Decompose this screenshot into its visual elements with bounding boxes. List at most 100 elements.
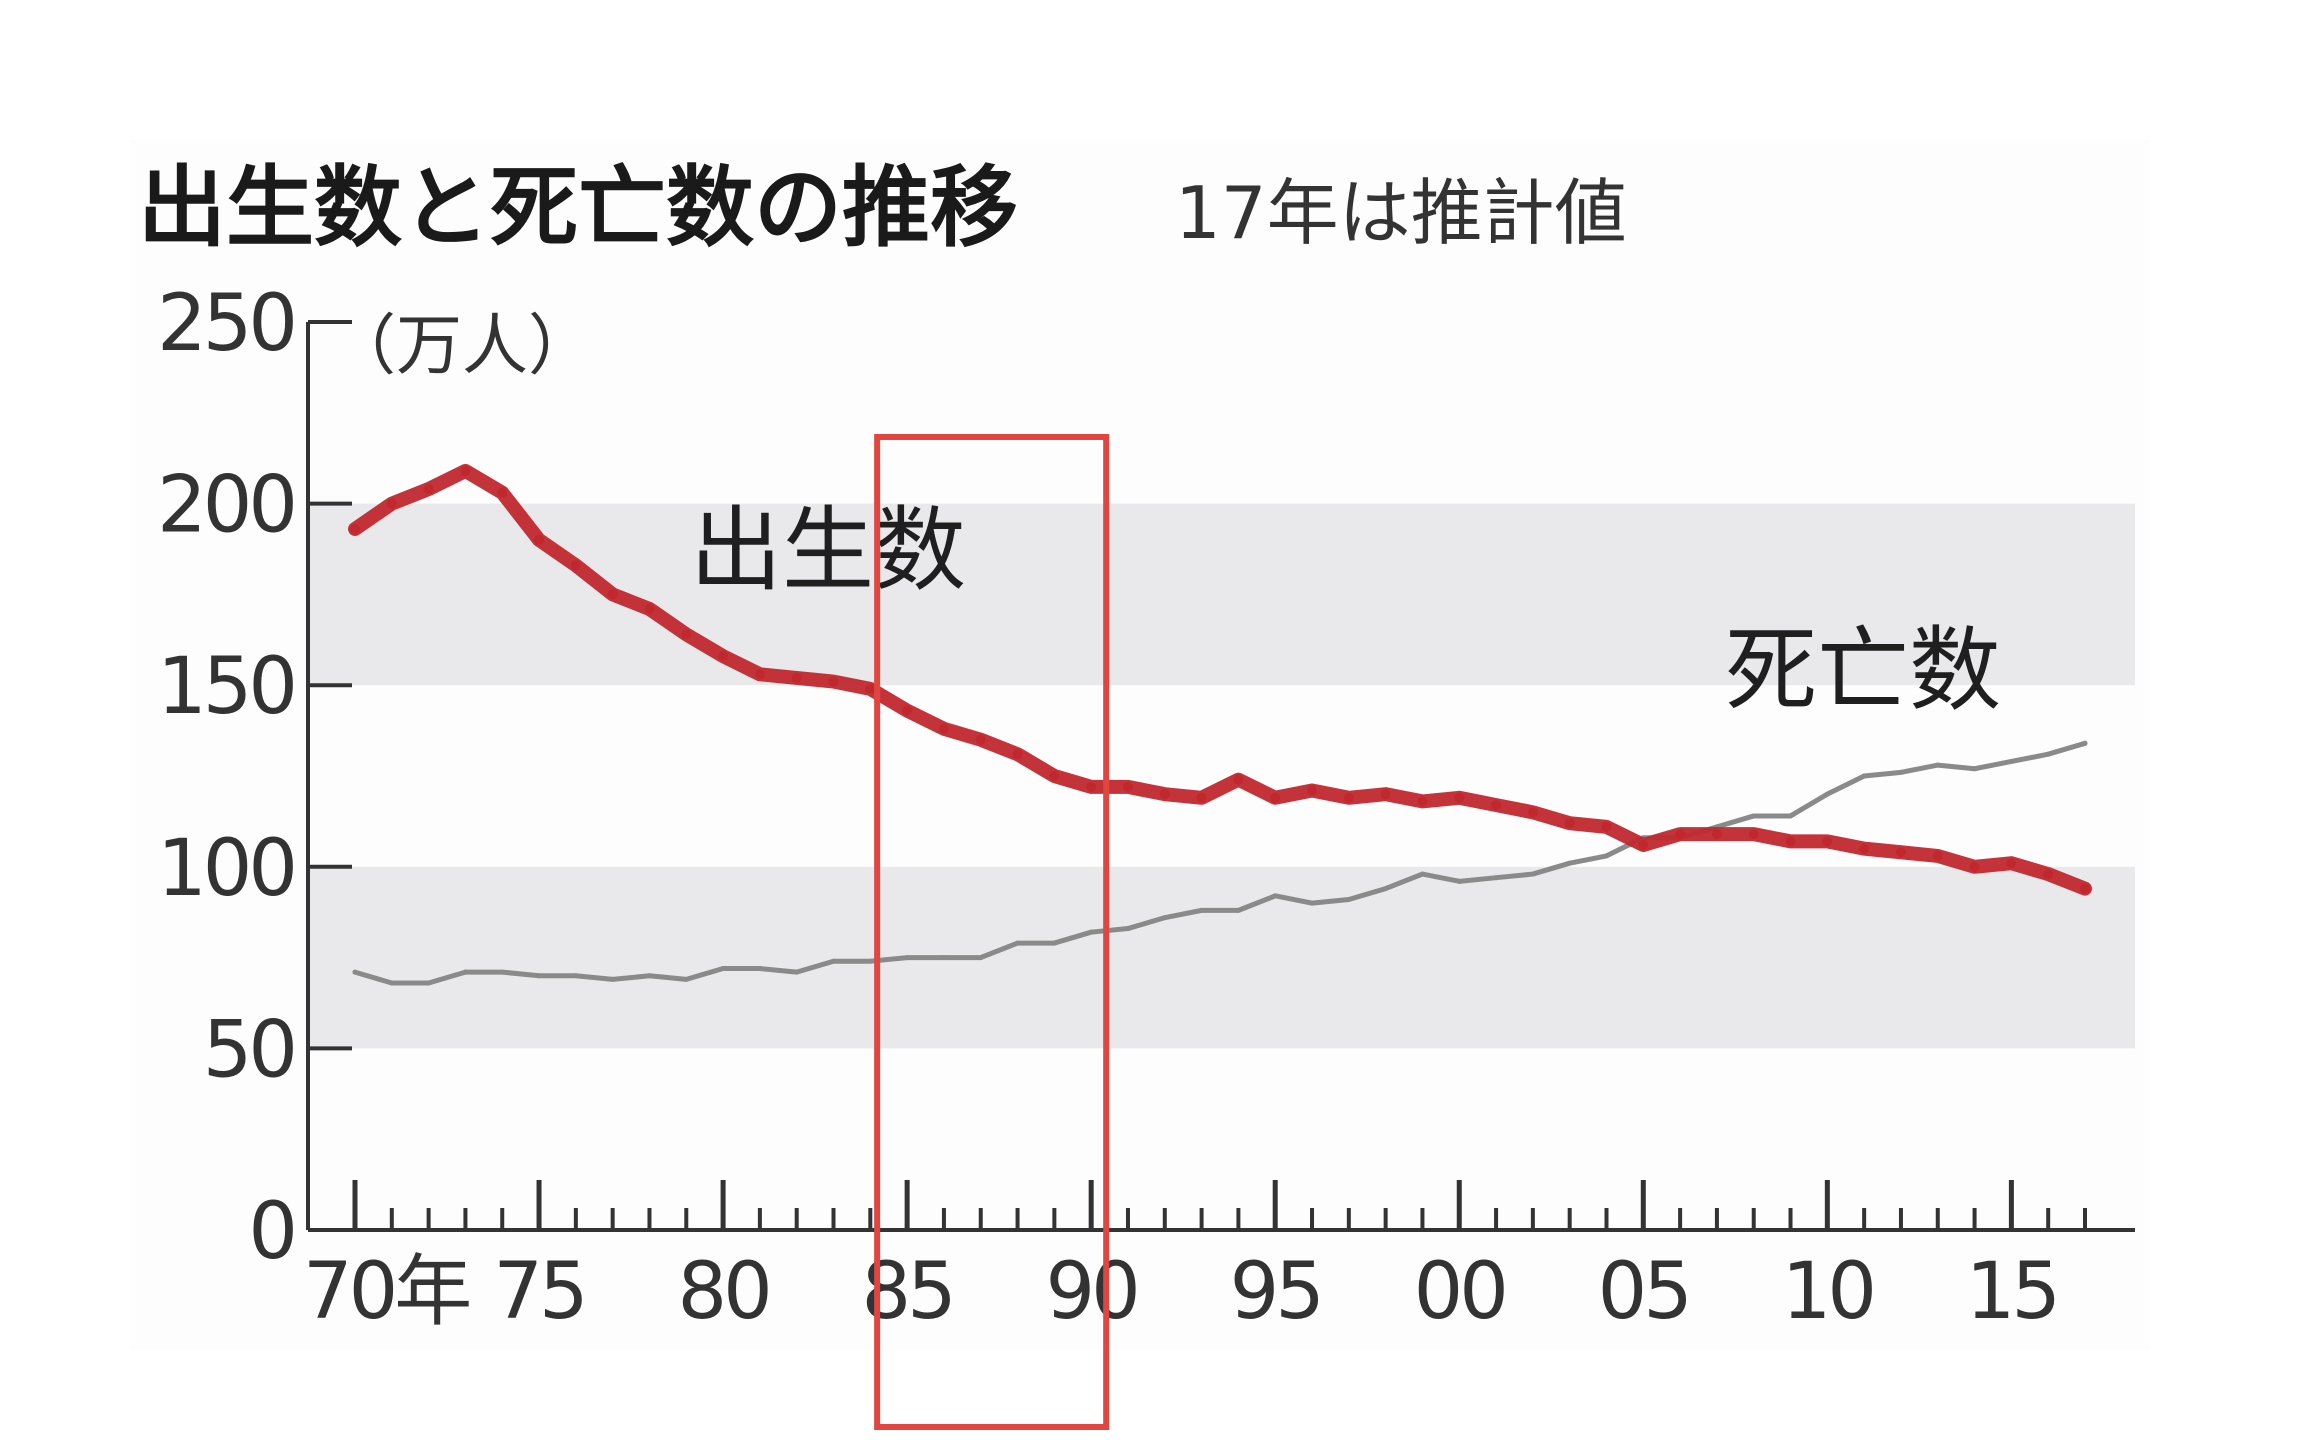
births-point: [2080, 883, 2090, 894]
births-point: [1086, 781, 1097, 792]
deaths-point: [794, 969, 800, 975]
births-point: [754, 669, 765, 680]
births-point: [534, 534, 545, 545]
deaths-point: [1419, 871, 1425, 877]
births-point: [1417, 796, 1428, 807]
deaths-point: [426, 980, 432, 986]
x-tick-label: 00: [1414, 1247, 1505, 1337]
series-label-births: 出生数: [690, 497, 966, 604]
chart-title: 出生数と死亡数の推移: [138, 156, 1018, 259]
births-point: [460, 465, 471, 476]
deaths-point: [1346, 896, 1352, 902]
births-point: [1675, 829, 1686, 840]
deaths-point: [831, 958, 837, 964]
deaths-point: [1972, 766, 1978, 772]
deaths-point: [1935, 762, 1941, 768]
deaths-point: [646, 973, 652, 979]
y-tick-label: 50: [203, 1005, 294, 1095]
deaths-point: [1861, 773, 1867, 779]
deaths-point: [904, 955, 910, 961]
x-tick-label: 05: [1598, 1247, 1689, 1337]
births-point: [1601, 821, 1612, 832]
y-tick-label: 100: [157, 824, 294, 914]
y-tick-label: 250: [157, 279, 294, 369]
deaths-point: [1015, 940, 1021, 946]
y-axis-unit: （万人）: [330, 307, 594, 384]
deaths-points: [352, 740, 2088, 986]
deaths-point: [462, 969, 468, 975]
deaths-point: [1272, 893, 1278, 899]
births-point: [1859, 843, 1870, 854]
births-point: [1895, 847, 1906, 858]
deaths-point: [610, 976, 616, 982]
births-points: [350, 465, 2090, 894]
deaths-point: [1088, 929, 1094, 935]
births-point: [570, 560, 581, 571]
deaths-point: [1199, 907, 1205, 913]
background-band-0: [308, 866, 2135, 1049]
x-tick-label: 90: [1046, 1247, 1137, 1337]
births-point: [1343, 792, 1354, 803]
deaths-point: [352, 969, 358, 975]
deaths-point: [941, 955, 947, 961]
births-point: [938, 723, 949, 734]
deaths-point: [1309, 900, 1315, 906]
deaths-point: [1162, 915, 1168, 921]
deaths-point: [536, 973, 542, 979]
births-point: [2043, 869, 2054, 880]
deaths-point: [1235, 907, 1241, 913]
births-point: [1932, 850, 1943, 861]
births-point: [1785, 836, 1796, 847]
x-tick-label: 75: [493, 1247, 584, 1337]
births-point: [975, 734, 986, 745]
x-tick-label: 15: [1966, 1247, 2057, 1337]
y-tick-label: 200: [157, 461, 294, 551]
deaths-point: [1530, 871, 1536, 877]
births-point: [1638, 840, 1649, 851]
births-point: [1122, 781, 1133, 792]
deaths-point: [1751, 813, 1757, 819]
births-point: [497, 487, 508, 498]
births-point: [791, 672, 802, 683]
deaths-point: [1898, 769, 1904, 775]
births-point: [1969, 861, 1980, 872]
births-point: [1380, 789, 1391, 800]
births-point: [1748, 829, 1759, 840]
births-point: [1564, 818, 1575, 829]
deaths-point: [1567, 860, 1573, 866]
chart-subtitle: 17年は推計値: [1175, 171, 1627, 255]
deaths-point: [1125, 926, 1131, 932]
births-point: [1049, 771, 1060, 781]
deaths-point: [720, 965, 726, 971]
deaths-point: [2008, 758, 2014, 764]
chart-background: [130, 140, 2150, 1350]
x-tick-label: 70年: [303, 1247, 469, 1337]
deaths-point: [1456, 878, 1462, 884]
deaths-line: [352, 740, 2088, 986]
births-point: [644, 603, 655, 614]
deaths-point: [978, 955, 984, 961]
deaths-point: [2045, 751, 2051, 757]
births-point: [865, 683, 876, 694]
births-point: [718, 651, 729, 662]
deaths-point: [1493, 875, 1499, 881]
births-point: [1233, 774, 1244, 785]
births-point: [386, 498, 397, 509]
deaths-point: [757, 965, 763, 971]
births-point: [1822, 836, 1833, 847]
births-line: [348, 463, 2092, 896]
deaths-point: [683, 976, 689, 982]
y-tick-label: 0: [248, 1187, 294, 1277]
deaths-point: [867, 958, 873, 964]
births-point: [350, 524, 360, 535]
series-layer: [348, 463, 2092, 986]
births-point: [902, 705, 913, 716]
deaths-point: [499, 969, 505, 975]
births-point: [607, 589, 618, 600]
births-point: [423, 484, 434, 495]
y-tick-label: 150: [157, 642, 294, 732]
deaths-point: [1383, 886, 1389, 892]
deaths-point: [389, 980, 395, 986]
deaths-point: [1051, 940, 1057, 946]
